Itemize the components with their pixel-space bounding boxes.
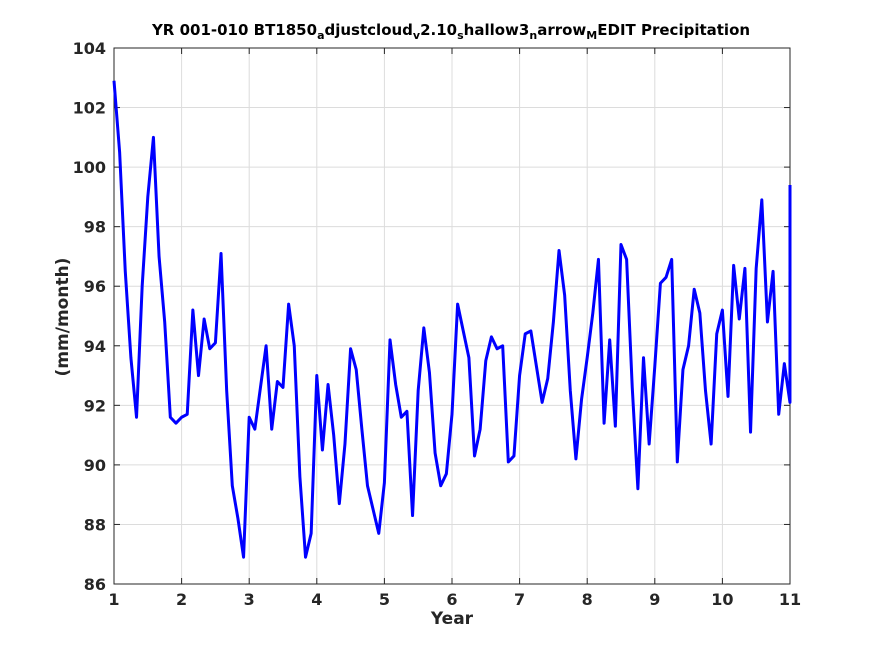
title-segment: arrow [537, 21, 586, 39]
chart-title: YR 001-010 BT1850adjustcloudv2.10shallow… [151, 21, 750, 42]
x-tick-label: 9 [649, 590, 660, 609]
title-segment: hallow3 [464, 21, 530, 39]
x-tick-label: 10 [711, 590, 733, 609]
y-axis-label: (mm/month) [53, 258, 73, 377]
y-tick-label: 92 [84, 396, 106, 415]
y-tick-label: 94 [84, 337, 106, 356]
x-tick-labels: 1 2 3 4 5 6 7 8 9 10 11 [108, 590, 801, 609]
x-tick-label: 8 [582, 590, 593, 609]
y-tick-label: 90 [84, 456, 106, 475]
tick-marks [113, 47, 791, 585]
x-tick-label: 3 [244, 590, 255, 609]
grid-lines [113, 47, 791, 585]
title-segment: YR 001-010 BT1850 [151, 21, 317, 39]
title-subscript: s [457, 29, 464, 42]
y-tick-labels: 86 88 90 92 94 96 98 100 102 104 [73, 39, 106, 594]
series-line [112, 80, 792, 559]
y-tick-label: 86 [84, 575, 106, 594]
title-subscript: n [529, 29, 537, 42]
title-subscript: a [317, 29, 324, 42]
y-tick-label: 98 [84, 218, 106, 237]
x-tick-label: 4 [311, 590, 322, 609]
y-tick-label: 88 [84, 515, 106, 534]
title-segment: EDIT Precipitation [597, 21, 750, 39]
y-tick-label: 104 [73, 39, 106, 58]
x-tick-label: 2 [176, 590, 187, 609]
title-subscript: M [586, 29, 597, 42]
x-tick-label: 5 [379, 590, 390, 609]
title-segment: 2.10 [420, 21, 457, 39]
x-axis-label: Year [430, 609, 474, 629]
title-subscript: v [413, 29, 421, 42]
y-tick-label: 102 [73, 99, 106, 118]
x-tick-label: 1 [108, 590, 119, 609]
title-segment: djustcloud [325, 21, 413, 39]
x-tick-label: 6 [446, 590, 457, 609]
y-tick-label: 100 [73, 158, 106, 177]
x-tick-label: 7 [514, 590, 525, 609]
x-tick-label: 11 [779, 590, 801, 609]
y-tick-label: 96 [84, 277, 106, 296]
